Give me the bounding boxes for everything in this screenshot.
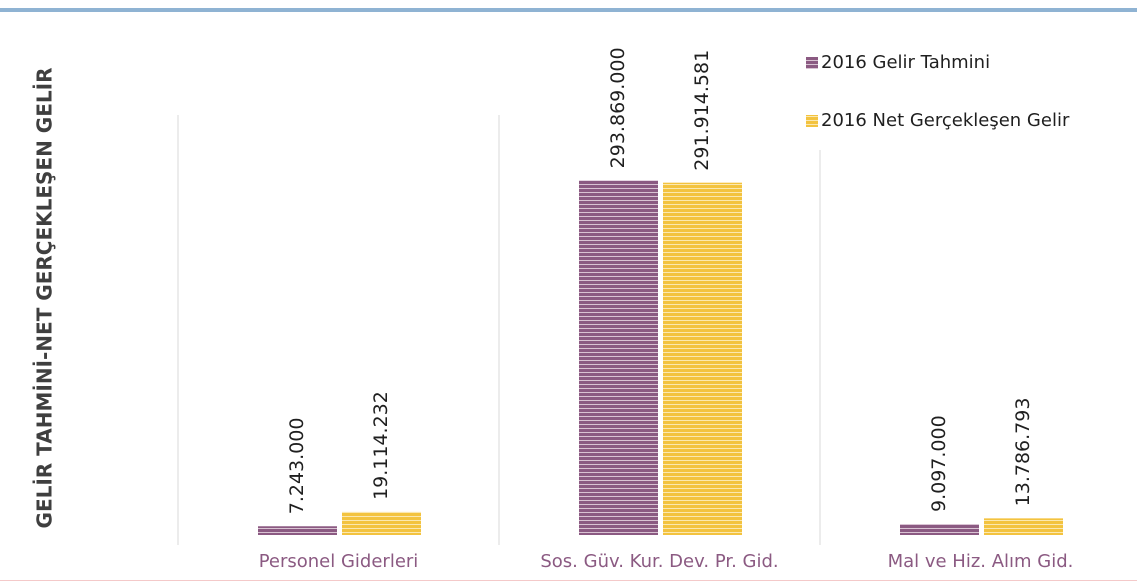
y-axis-title: GELİR TAHMİNİ-NET GERÇEKLEŞEN GELİR bbox=[33, 68, 57, 529]
data-label: 9.097.000 bbox=[928, 415, 950, 512]
data-label: 291.914.581 bbox=[691, 50, 713, 171]
legend-label: 2016 Gelir Tahmini bbox=[821, 52, 990, 73]
bottom-border bbox=[0, 580, 1137, 581]
data-label: 19.114.232 bbox=[370, 391, 392, 500]
bar bbox=[900, 524, 979, 535]
bar bbox=[579, 180, 658, 536]
legend-swatch bbox=[806, 57, 818, 69]
data-label: 13.786.793 bbox=[1012, 398, 1034, 507]
x-tick-label: Sos. Güv. Kur. Dev. Pr. Gid. bbox=[540, 551, 778, 572]
bar bbox=[342, 511, 421, 535]
bar bbox=[663, 182, 742, 535]
x-tick-label: Mal ve Hiz. Alım Gid. bbox=[888, 551, 1074, 572]
legend-label: 2016 Net Gerçekleşen Gelir bbox=[821, 110, 1070, 131]
top-border bbox=[0, 8, 1137, 12]
legend-swatch bbox=[806, 115, 818, 127]
x-tick-label: Personel Giderleri bbox=[259, 551, 419, 572]
bar bbox=[984, 518, 1063, 535]
data-label: 293.869.000 bbox=[607, 47, 629, 168]
data-label: 7.243.000 bbox=[286, 418, 308, 515]
bar bbox=[258, 526, 337, 535]
